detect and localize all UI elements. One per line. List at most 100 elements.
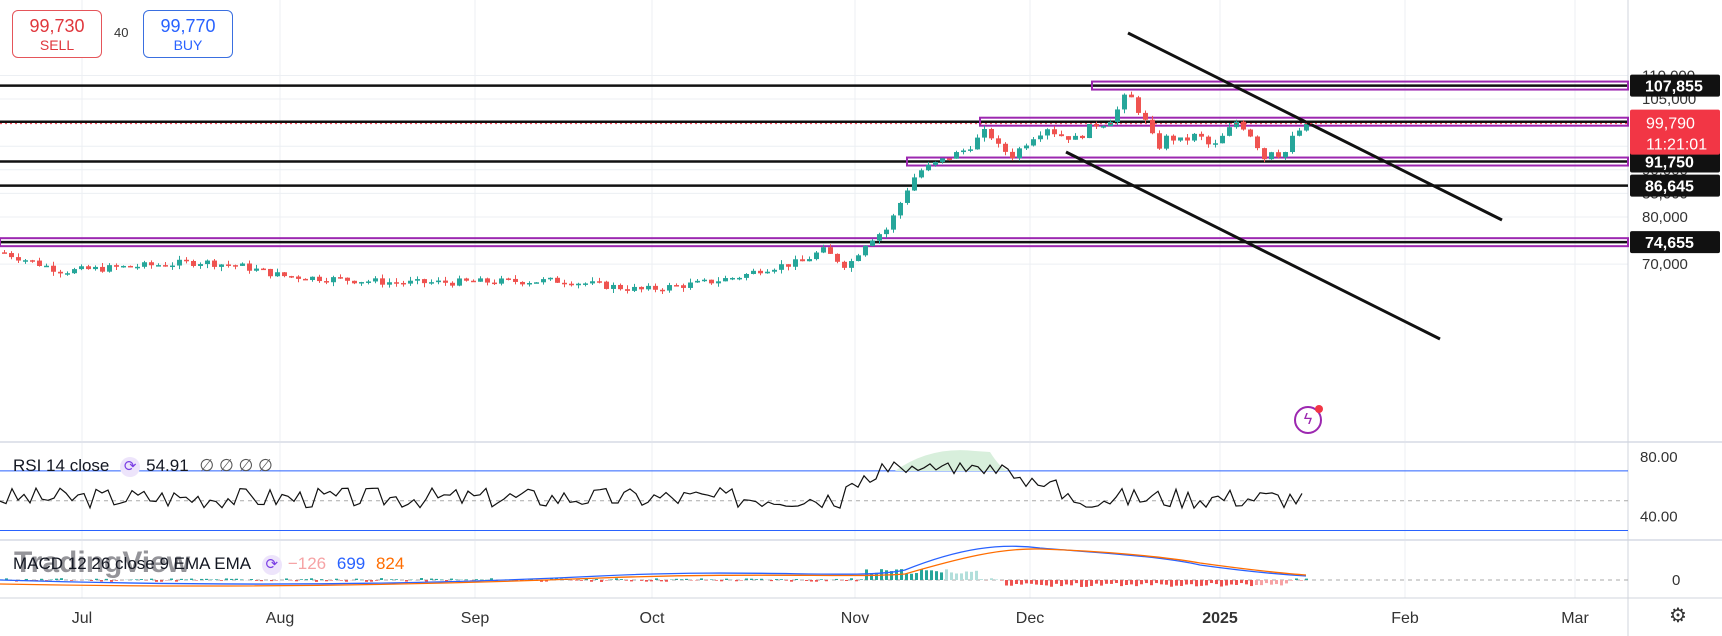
rsi-pane: 80.00 40.00 [0,449,1678,531]
macd-histogram-bar [1025,580,1028,584]
candle-body [933,161,938,165]
macd-histogram-bar [1145,580,1148,584]
candle-body [51,265,56,272]
macd-histogram-bar [295,580,298,582]
candle-body [576,283,581,286]
buy-button[interactable]: 99,770 BUY [143,10,233,58]
candle-body [149,262,154,266]
macd-legend[interactable]: MACD 12 26 close 9 EMA EMA ⟳ −126 699 824 [13,554,410,575]
candle-body [744,273,749,278]
candle-body [422,279,427,284]
candle-body [9,253,14,258]
macd-histogram-bar [440,579,443,580]
macd-histogram-bar [135,579,138,580]
macd-histogram-bar [940,572,943,580]
candle-body [324,281,329,283]
macd-histogram-bar [1085,580,1088,587]
rsi-legend[interactable]: RSI 14 close ⟳ 54.91 ∅ ∅ ∅ ∅ [13,456,279,477]
candle-body [331,277,336,283]
candle-body [821,247,826,253]
candle-body [191,260,196,266]
macd-histogram-bar [100,580,103,582]
candle-body [856,255,861,262]
macd-histogram-bar [1160,580,1163,585]
candle-body [429,282,434,284]
candle-body [716,281,721,284]
macd-histogram-bar [1125,580,1128,586]
loop-icon[interactable]: ⟳ [261,554,282,575]
candle-body [653,285,658,290]
macd-histogram-bar [575,580,578,581]
macd-histogram-bar [645,580,648,582]
candle-body [940,158,945,162]
candle-body [72,269,77,274]
candle-body [268,268,273,277]
macd-histogram-bar [240,579,243,580]
macd-histogram-bar [1135,580,1138,587]
candle-body [275,272,280,277]
current-price-box [1630,109,1720,155]
price-axis[interactable]: 110,000105,00095,00090,00085,00080,00070… [1630,67,1720,273]
macd-histogram-bar [375,580,378,581]
trendline-upper [1127,31,1503,222]
macd-histogram-bar [760,578,763,580]
level-label: 107,855 [1645,79,1703,96]
macd-histogram-bar [785,580,788,581]
time-axis-label: Aug [266,610,294,627]
macd-histogram-bar [1215,580,1218,585]
candle-body [86,266,91,270]
macd-histogram-bar [1175,580,1178,586]
candle-body [478,278,483,282]
candle-body [758,270,763,274]
macd-histogram-bar [490,578,493,580]
candle-body [499,278,504,284]
candle-body [828,247,833,254]
candle-body [779,264,784,270]
candle-body [1024,145,1029,149]
macd-histogram-bar [1045,580,1048,586]
macd-histogram-bar [320,579,323,580]
gear-icon[interactable]: ⚙ [1669,605,1687,627]
macd-title: MACD 12 26 close 9 EMA EMA [13,554,252,573]
time-axis-label: Nov [841,610,869,627]
sell-button[interactable]: 99,730 SELL [12,10,102,58]
candle-body [457,278,462,286]
macd-histogram-bar [1095,580,1098,584]
macd-signal-value: 824 [375,554,405,573]
candle-body [1003,143,1008,152]
candle-body [632,286,637,291]
macd-histogram-bar [920,569,923,580]
macd-histogram-bar [1275,580,1278,585]
candle-body [1136,97,1141,113]
loop-icon[interactable]: ⟳ [120,456,141,477]
candle-body [702,279,707,282]
macd-histogram-bar [230,578,233,580]
macd-histogram-bar [1195,580,1198,587]
macd-histogram-bar [285,578,288,580]
current-price-label: 99,790 [1646,116,1695,133]
trendline-lower [1065,150,1441,341]
macd-histogram-bar [310,578,313,580]
macd-histogram-bar [545,580,548,582]
time-axis[interactable]: Jul Aug Sep Oct Nov Dec 2025 Feb Mar [72,610,1590,627]
candle-body [1297,130,1302,136]
candle-body [177,259,182,266]
macd-histogram-bar [660,580,663,582]
trendlines [0,31,1628,341]
candle-body [1059,134,1064,137]
candle-body [436,280,441,283]
macd-histogram-bar [965,571,968,580]
candle-body [289,276,294,278]
macd-histogram-bar [205,578,208,580]
macd-histogram-bar [150,578,153,580]
macd-histogram-bar [185,579,188,580]
candle-body [996,138,1001,144]
macd-histogram-bar [475,579,478,580]
macd-line [0,545,1307,585]
lightning-icon[interactable]: ϟ [1294,405,1323,434]
candle-body [1220,135,1225,144]
macd-histogram-bar [625,580,628,581]
candle-body [660,289,665,292]
